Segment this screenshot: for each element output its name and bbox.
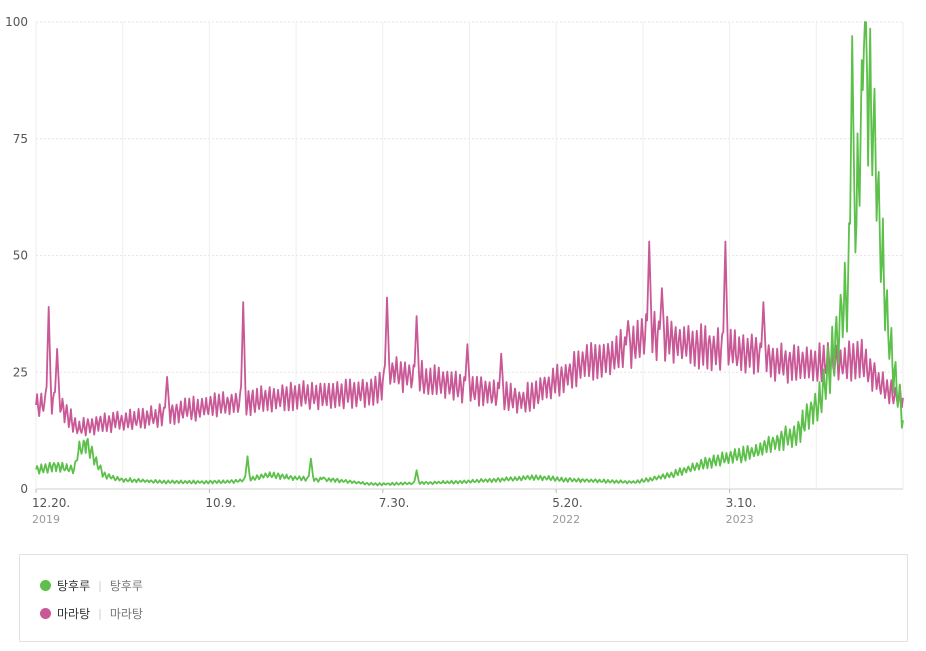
x-tick-year: 2019 <box>32 513 60 526</box>
legend-label-malatang: 마라탕 <box>57 607 91 621</box>
legend-item-malatang[interactable]: 마라탕 | 마라탕 <box>40 605 143 622</box>
legend: 탕후루 | 탕후루 마라탕 | 마라탕 <box>19 554 908 642</box>
series-line-1 <box>35 240 904 437</box>
x-tick-label: 7.30. <box>379 496 410 510</box>
series-line-0 <box>35 21 904 487</box>
legend-item-tanghulu[interactable]: 탕후루 | 탕후루 <box>40 577 143 594</box>
x-tick-year: 2023 <box>726 513 754 526</box>
y-tick-label: 75 <box>13 132 28 146</box>
x-tick-label: 12.20. <box>32 496 70 510</box>
legend-sub-malatang: 마라탕 <box>109 607 143 621</box>
y-tick-label: 25 <box>13 365 28 379</box>
legend-label-tanghulu: 탕후루 <box>57 579 91 593</box>
grid-lines <box>35 21 904 490</box>
x-tick-label: 5.20. <box>552 496 583 510</box>
trend-line-chart: 0 25 50 75 100 12.20. 2019 10.9. 7.30. 5.20. 2022 3… <box>5 15 904 526</box>
legend-dot-tanghulu <box>40 580 51 591</box>
x-tick-label: 3.10. <box>726 496 757 510</box>
axis-labels: 0 25 50 75 100 12.20. 2019 10.9. 7.30. 5.20. 2022 3… <box>5 15 756 526</box>
legend-divider: | <box>98 579 102 592</box>
legend-dot-malatang <box>40 608 51 619</box>
y-tick-label: 0 <box>20 482 28 496</box>
series-lines <box>35 21 904 487</box>
y-tick-label: 100 <box>5 15 28 29</box>
legend-divider: | <box>98 607 102 620</box>
x-tick-label: 10.9. <box>205 496 236 510</box>
x-tick-year: 2022 <box>552 513 580 526</box>
legend-sub-tanghulu: 탕후루 <box>109 579 143 593</box>
y-tick-label: 50 <box>13 249 28 263</box>
